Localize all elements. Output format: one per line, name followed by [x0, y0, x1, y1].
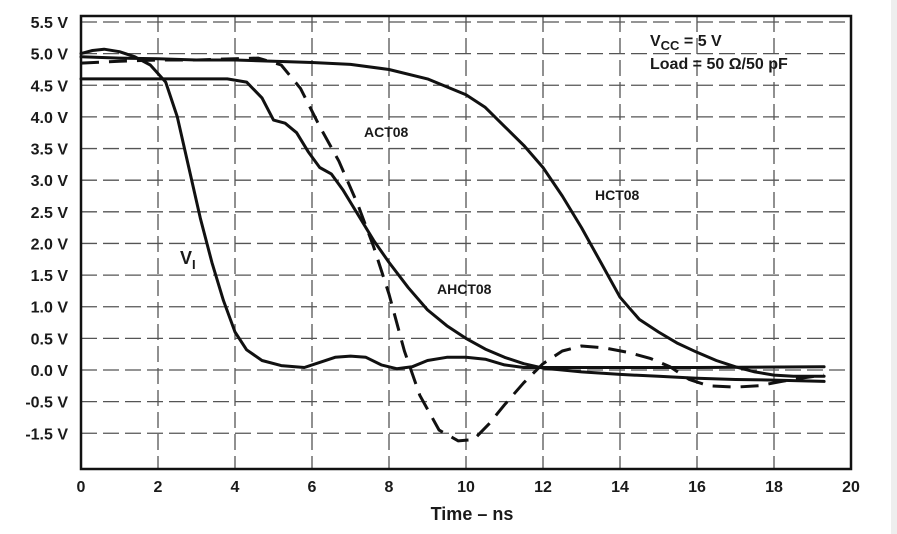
- x-tick-label: 0: [77, 479, 86, 496]
- y-tick-label: 1.5 V: [31, 268, 69, 285]
- series-lines: [79, 47, 826, 443]
- x-tick-label: 8: [385, 479, 394, 496]
- x-tick-label: 6: [308, 479, 317, 496]
- y-tick-label: -0.5 V: [25, 395, 68, 412]
- x-tick-label: 20: [842, 479, 860, 496]
- x-tick-label: 16: [688, 479, 706, 496]
- x-axis-title: Time – ns: [431, 504, 514, 524]
- y-tick-label: 2.5 V: [31, 205, 69, 222]
- x-tick-label: 12: [534, 479, 552, 496]
- x-tick-label: 18: [765, 479, 783, 496]
- label-ahct08: AHCT08: [437, 281, 492, 297]
- y-tick-label: 3.0 V: [31, 173, 69, 190]
- series-line-ahct08: [79, 77, 826, 383]
- y-tick-label: 4.5 V: [31, 78, 69, 95]
- label-vi-main: V: [180, 248, 192, 268]
- y-tick-label: 5.0 V: [31, 47, 69, 64]
- y-tick-label: 0.0 V: [31, 363, 69, 380]
- label-hct08: HCT08: [595, 187, 640, 203]
- x-tick-label: 2: [154, 479, 163, 496]
- window-edge: [891, 0, 897, 534]
- series-line-hct08: [79, 55, 826, 378]
- y-tick-label: 4.0 V: [31, 110, 69, 127]
- y-tick-label: -1.5 V: [25, 426, 68, 443]
- x-tick-label: 10: [457, 479, 475, 496]
- series-line-v: [79, 47, 826, 371]
- series-line-act08: [80, 56, 825, 443]
- plot-frame: [79, 14, 853, 471]
- x-axis-ticks: 0 2 4 6 8 10 12 14 16 18 20: [77, 479, 860, 496]
- y-tick-label: 2.0 V: [31, 236, 69, 253]
- y-tick-label: 5.5 V: [31, 15, 69, 32]
- y-tick-label: 3.5 V: [31, 142, 69, 159]
- vcc-sub: CC: [661, 38, 680, 53]
- x-tick-label: 4: [231, 479, 240, 496]
- vcc-prefix: V: [650, 33, 661, 50]
- y-tick-label: 1.0 V: [31, 300, 69, 317]
- load-annotation: Load = 50 Ω/50 pF: [650, 56, 788, 73]
- grid-lines: [81, 16, 851, 469]
- label-vi-sub: I: [192, 257, 196, 272]
- x-tick-label: 14: [611, 479, 629, 496]
- label-vi: VI: [180, 248, 196, 272]
- vcc-annotation: VCC = 5 V: [650, 33, 722, 53]
- y-tick-label: 0.5 V: [31, 331, 69, 348]
- label-act08: ACT08: [364, 124, 409, 140]
- vcc-value: = 5 V: [679, 33, 722, 50]
- y-axis-ticks: 5.5 V 5.0 V 4.5 V 4.0 V 3.5 V 3.0 V 2.5 V 2.0 V…: [25, 15, 68, 443]
